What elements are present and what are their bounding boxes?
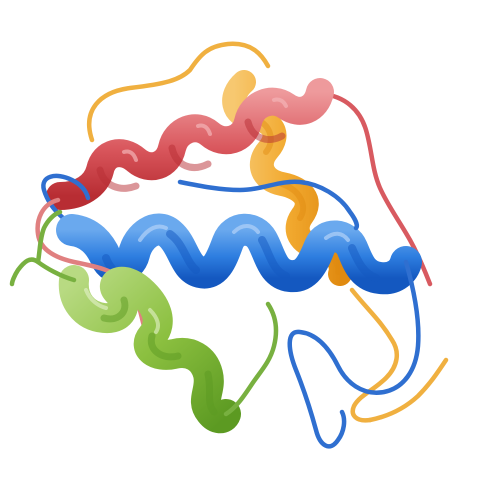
blue-top-strand	[177, 179, 359, 231]
red-helix	[46, 78, 334, 210]
coil-layer-front	[9, 209, 279, 417]
orange-top-loop	[86, 41, 271, 143]
green-left-tail	[9, 257, 77, 287]
orange-right-loop	[349, 287, 400, 423]
green-helix	[58, 265, 241, 434]
green-top-tail	[35, 209, 63, 265]
blue-right-loop	[287, 259, 421, 449]
green-right-tail	[223, 301, 279, 417]
orange-bottom-tail	[367, 357, 449, 423]
